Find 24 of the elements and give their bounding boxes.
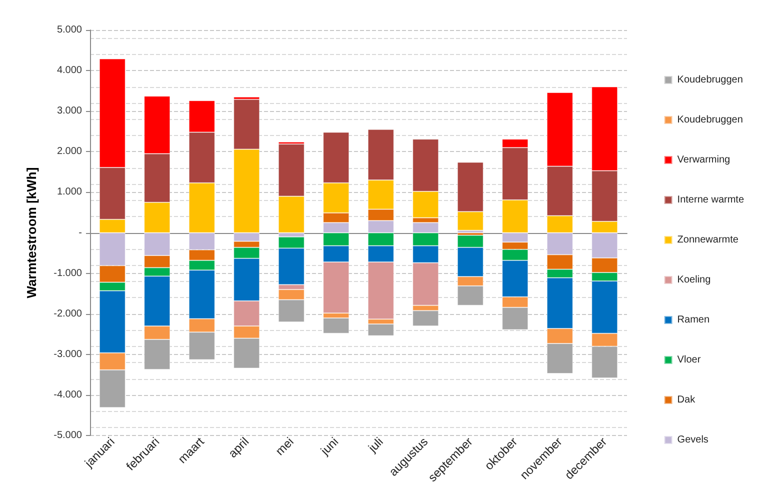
y-tick-label: 5.000	[56, 24, 82, 36]
y-tick-label: -4.000	[54, 389, 82, 400]
x-tick-label: juli	[364, 434, 386, 456]
y-axis-title: Warmtestroom [kWh]	[24, 167, 39, 298]
legend-label: Zonnewarmte	[677, 234, 739, 246]
y-tick-label: -1.000	[54, 268, 82, 279]
legend-label: Koudebruggen	[677, 74, 743, 86]
y-tick-label: 4.000	[56, 65, 82, 76]
y-tick-label: -2.000	[54, 308, 82, 320]
legend-label: Interne warmte	[677, 194, 744, 206]
y-tick-label: 1.000	[56, 186, 82, 198]
x-tick-label: mei	[272, 434, 296, 458]
legend-label: Koudebruggen	[677, 114, 743, 126]
legend-label: Gevels	[677, 434, 708, 446]
legend-label: Koeling	[677, 274, 711, 286]
legend-label: Vloer	[677, 354, 702, 366]
y-tick-label: 2.000	[56, 146, 82, 158]
y-tick-label: -3.000	[54, 348, 82, 360]
y-tick-label: -5.000	[54, 430, 82, 442]
legend-label: Dak	[677, 394, 696, 406]
y-tick-label: -	[78, 227, 82, 238]
legend-label: Ramen	[677, 314, 710, 326]
y-tick-label: 3.000	[56, 106, 82, 117]
legend-label: Verwarming	[677, 154, 730, 166]
